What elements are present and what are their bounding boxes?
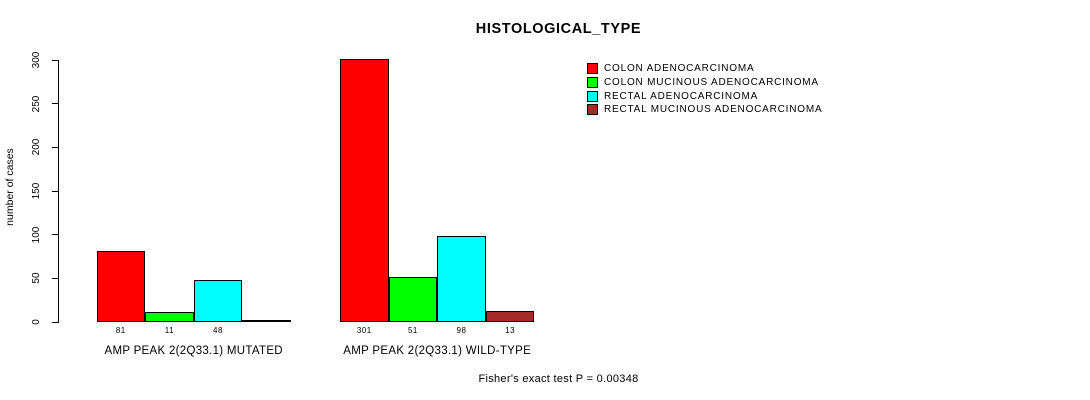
y-tick-label: 0 <box>31 319 42 325</box>
legend-swatch <box>587 90 598 102</box>
y-tick-label: 100 <box>31 226 42 243</box>
legend-swatch <box>587 76 598 88</box>
y-axis-title: number of cases <box>4 148 16 226</box>
y-tick-mark <box>52 321 58 323</box>
bar-value-label: 48 <box>213 326 223 335</box>
y-tick-label: 300 <box>31 51 42 69</box>
bar <box>193 280 243 322</box>
legend-row: COLON ADENOCARCINOMA <box>587 63 822 74</box>
bar-value-label: 98 <box>456 326 467 335</box>
bar <box>485 311 535 322</box>
legend-label: COLON MUCINOUS ADENOCARCINOMA <box>604 76 819 88</box>
y-tick-label: 250 <box>31 95 42 112</box>
bar-value-label: 13 <box>505 326 516 335</box>
y-tick-mark <box>52 59 58 61</box>
bar <box>96 251 146 322</box>
chart-title: HISTOLOGICAL_TYPE <box>475 21 642 37</box>
group-label: AMP PEAK 2(2Q33.1) WILD-TYPE <box>343 345 532 357</box>
bar-value-label: 11 <box>164 326 175 335</box>
bar-value-label: 51 <box>407 326 418 335</box>
y-tick-label: 50 <box>31 272 42 284</box>
bar <box>340 59 389 322</box>
legend-label: COLON ADENOCARCINOMA <box>604 63 755 74</box>
legend-label: RECTAL ADENOCARCINOMA <box>604 90 759 102</box>
fisher-test-note: Fisher's exact test P = 0.00348 <box>478 373 639 385</box>
group-label: AMP PEAK 2(2Q33.1) MUTATED <box>104 345 283 357</box>
y-tick-mark <box>52 234 58 236</box>
bar <box>145 312 194 322</box>
legend-row: RECTAL MUCINOUS ADENOCARCINOMA <box>587 104 823 116</box>
y-tick-mark <box>52 146 58 148</box>
bar-value-label: 81 <box>115 326 126 335</box>
y-axis-line <box>58 60 59 323</box>
bar <box>388 277 438 322</box>
legend-row: RECTAL ADENOCARCINOMA <box>587 90 822 102</box>
bar <box>437 236 486 322</box>
bar-value-label: 301 <box>356 326 372 335</box>
legend-swatch <box>587 104 598 116</box>
legend-swatch <box>587 63 598 74</box>
y-tick-mark <box>52 277 58 279</box>
legend-label: RECTAL MUCINOUS ADENOCARCINOMA <box>604 104 823 116</box>
legend: COLON ADENOCARCINOMA COLON MUCINOUS ADENO… <box>587 63 823 116</box>
y-tick-mark <box>52 190 58 192</box>
y-tick-label: 150 <box>31 182 42 200</box>
y-tick-mark <box>52 103 58 105</box>
bar <box>242 320 291 322</box>
y-tick-label: 200 <box>31 138 42 156</box>
legend-row: COLON MUCINOUS ADENOCARCINOMA <box>587 76 822 88</box>
